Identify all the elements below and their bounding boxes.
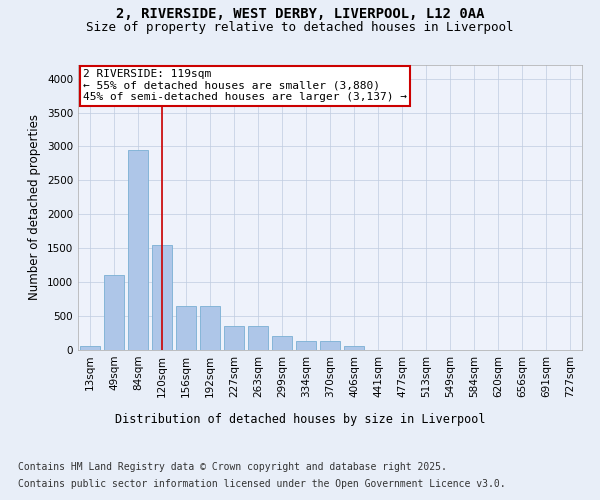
Bar — [344, 346, 364, 350]
Bar — [272, 336, 292, 350]
Bar — [176, 306, 196, 350]
Bar — [80, 346, 100, 350]
Text: 2 RIVERSIDE: 119sqm
← 55% of detached houses are smaller (3,880)
45% of semi-det: 2 RIVERSIDE: 119sqm ← 55% of detached ho… — [83, 70, 407, 102]
Bar — [320, 341, 340, 350]
Bar — [128, 150, 148, 350]
Text: Contains public sector information licensed under the Open Government Licence v3: Contains public sector information licen… — [18, 479, 506, 489]
Bar — [200, 306, 220, 350]
Bar — [104, 276, 124, 350]
Bar — [224, 326, 244, 350]
Y-axis label: Number of detached properties: Number of detached properties — [28, 114, 41, 300]
Text: Size of property relative to detached houses in Liverpool: Size of property relative to detached ho… — [86, 21, 514, 34]
Bar — [152, 245, 172, 350]
Text: 2, RIVERSIDE, WEST DERBY, LIVERPOOL, L12 0AA: 2, RIVERSIDE, WEST DERBY, LIVERPOOL, L12… — [116, 8, 484, 22]
Text: Distribution of detached houses by size in Liverpool: Distribution of detached houses by size … — [115, 412, 485, 426]
Text: Contains HM Land Registry data © Crown copyright and database right 2025.: Contains HM Land Registry data © Crown c… — [18, 462, 447, 472]
Bar — [248, 326, 268, 350]
Bar — [296, 341, 316, 350]
